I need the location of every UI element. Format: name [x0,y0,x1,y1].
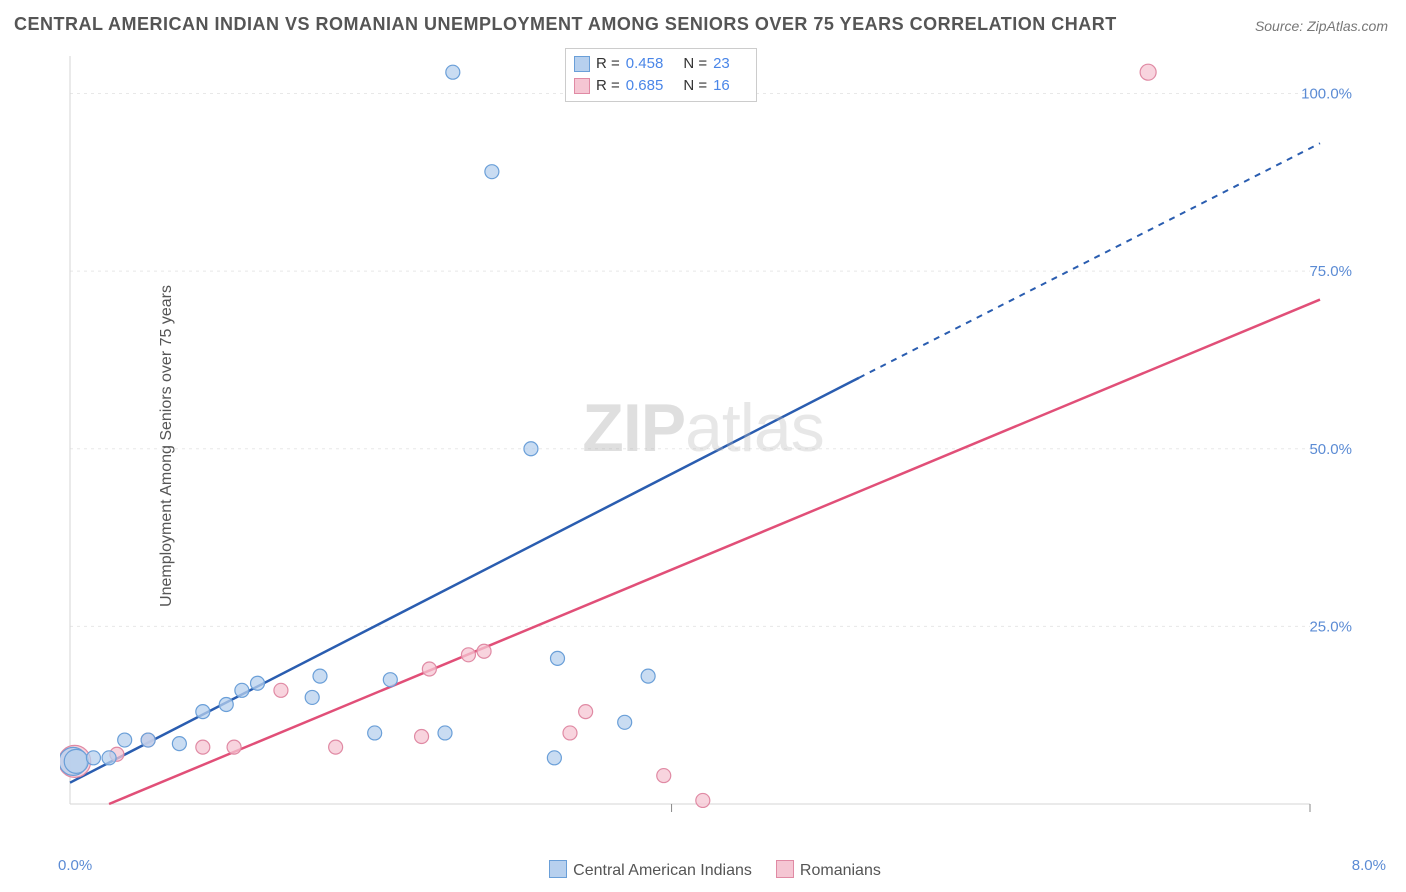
data-point [551,651,565,665]
data-point [274,683,288,697]
x-max-label: 8.0% [1352,857,1386,874]
series-legend: Central American Indians Romanians [0,860,1406,880]
data-point [141,733,155,747]
data-point [641,669,655,683]
data-point [196,740,210,754]
data-point [64,749,88,773]
data-point [547,751,561,765]
legend-swatch [776,860,794,878]
trend-line-extrap [859,143,1320,377]
source-label: Source: ZipAtlas.com [1255,18,1388,34]
data-point [313,669,327,683]
data-point [196,705,210,719]
data-point [524,442,538,456]
y-tick-label: 25.0% [1309,618,1352,635]
y-tick-label: 100.0% [1301,86,1352,103]
data-point [696,793,710,807]
correlation-chart: CENTRAL AMERICAN INDIAN VS ROMANIAN UNEM… [0,0,1406,892]
data-point [657,769,671,783]
data-point [461,648,475,662]
data-point [1140,64,1156,80]
data-point [118,733,132,747]
legend-swatch [574,78,590,94]
data-point [172,737,186,751]
data-point [86,751,100,765]
trend-line [109,300,1320,804]
r-label: R = [596,53,620,75]
data-point [422,662,436,676]
r-value: 0.458 [626,53,664,75]
stat-legend: R = 0.458 N = 23 R = 0.685 N = 16 [565,48,757,102]
data-point [227,740,241,754]
data-point [368,726,382,740]
y-tick-label: 75.0% [1309,263,1352,280]
data-point [219,698,233,712]
stat-legend-row: R = 0.458 N = 23 [574,53,744,75]
y-tick-label: 50.0% [1309,441,1352,458]
legend-label: Romanians [800,862,881,879]
data-point [579,705,593,719]
data-point [305,690,319,704]
trend-line [70,378,859,783]
data-point [415,730,429,744]
chart-title: CENTRAL AMERICAN INDIAN VS ROMANIAN UNEM… [14,14,1117,35]
data-point [618,715,632,729]
plot-area: 25.0% 50.0% 75.0% 100.0% [60,48,1360,834]
r-value: 0.685 [626,75,664,97]
data-point [563,726,577,740]
data-point [251,676,265,690]
n-label: N = [683,53,707,75]
data-point [438,726,452,740]
data-point [383,673,397,687]
x-min-label: 0.0% [58,857,92,874]
legend-swatch [574,56,590,72]
legend-swatch [549,860,567,878]
data-point [446,65,460,79]
data-point [477,644,491,658]
data-point [329,740,343,754]
n-label: N = [683,75,707,97]
r-label: R = [596,75,620,97]
data-point [102,751,116,765]
plot-svg: 25.0% 50.0% 75.0% 100.0% [60,48,1360,834]
data-point [235,683,249,697]
data-point [485,165,499,179]
n-value: 16 [713,75,730,97]
legend-label: Central American Indians [573,862,752,879]
n-value: 23 [713,53,730,75]
stat-legend-row: R = 0.685 N = 16 [574,75,744,97]
